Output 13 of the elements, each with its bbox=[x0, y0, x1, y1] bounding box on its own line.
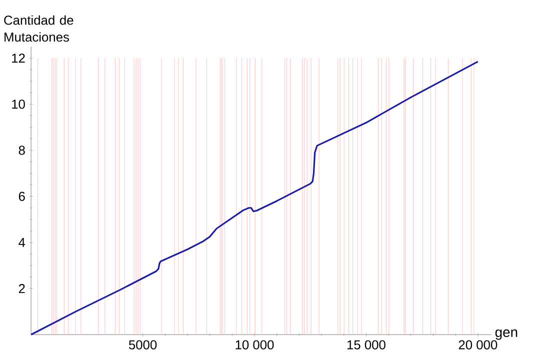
x-axis-title: gen bbox=[495, 330, 518, 340]
y-tick-label: 10 bbox=[12, 100, 25, 109]
x-tick-label: 5000 bbox=[128, 340, 157, 350]
x-tick-label: 15 000 bbox=[347, 340, 386, 350]
x-tick-label: 10 000 bbox=[236, 340, 274, 350]
y-tick-label: 4 bbox=[18, 238, 26, 247]
x-tick-label: 20 000 bbox=[458, 340, 498, 350]
y-tick-label: 6 bbox=[18, 192, 25, 202]
y-axis-title: Cantidad de Mutaciones bbox=[4, 15, 74, 42]
y-tick-label: 8 bbox=[18, 146, 25, 155]
y-tick-label: 12 bbox=[12, 54, 25, 63]
line-series bbox=[30, 60, 479, 336]
y-tick-label: 2 bbox=[18, 284, 25, 294]
